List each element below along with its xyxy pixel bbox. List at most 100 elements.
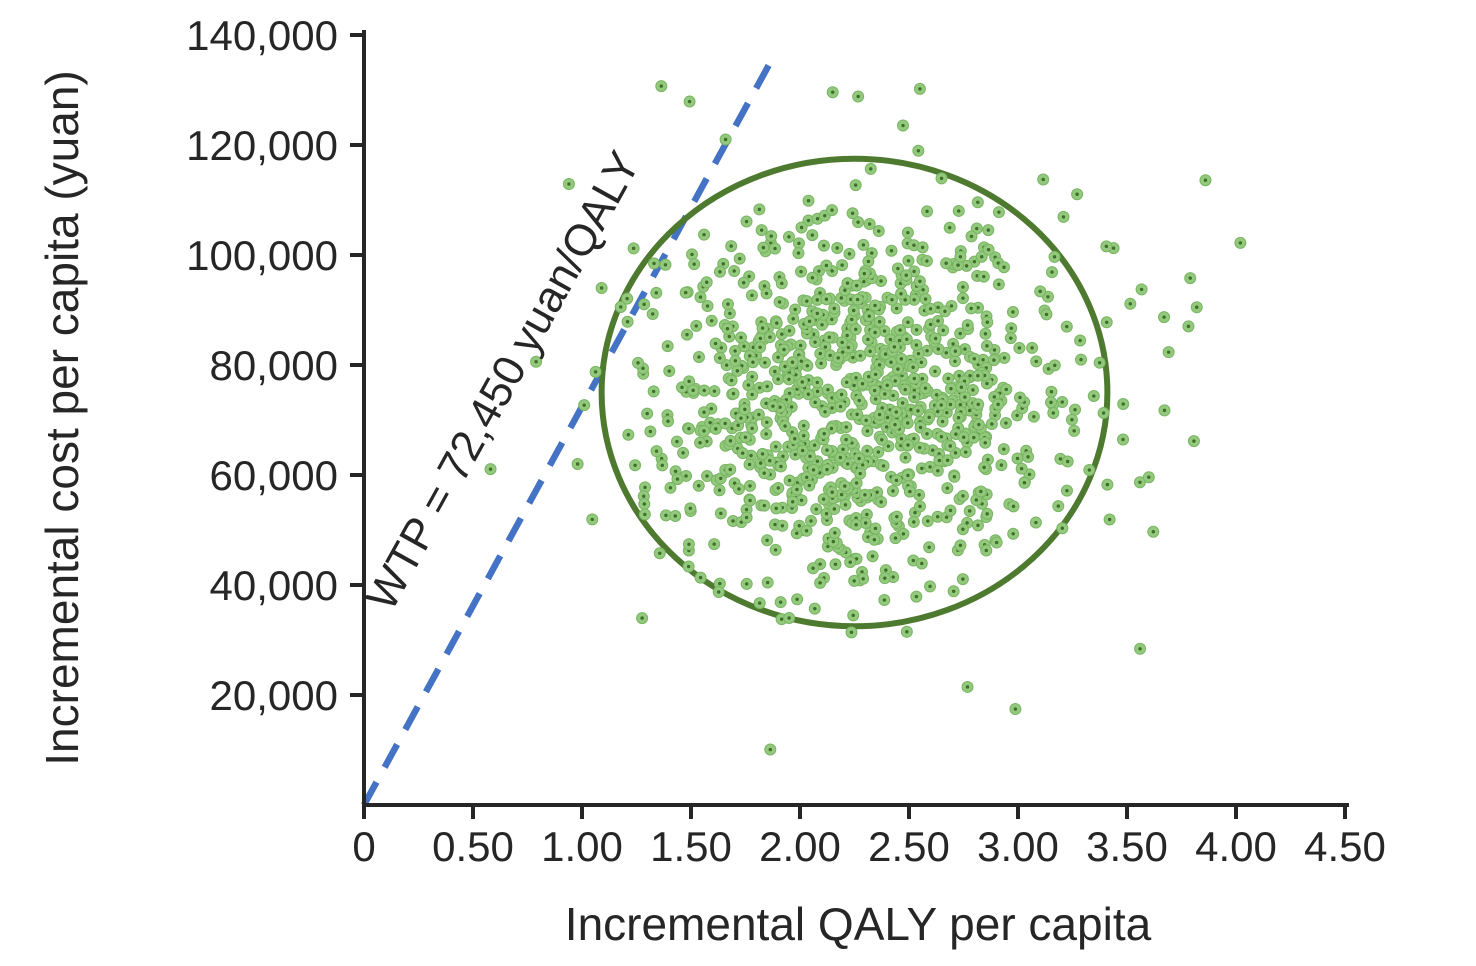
scatter-point-core bbox=[886, 444, 891, 448]
scatter-point-core bbox=[935, 515, 940, 519]
x-tick-label: 0 bbox=[352, 823, 375, 870]
scatter-point-core bbox=[764, 432, 768, 436]
scatter-point-core bbox=[839, 392, 844, 397]
scatter-point-core bbox=[758, 345, 762, 349]
scatter-point-core bbox=[830, 317, 834, 322]
scatter-point-core bbox=[918, 87, 922, 91]
scatter-point-core bbox=[773, 246, 777, 251]
scatter-point-core bbox=[783, 424, 787, 428]
scatter-point-core bbox=[953, 349, 958, 353]
scatter-point-core bbox=[949, 386, 953, 391]
scatter-point-core bbox=[961, 296, 965, 300]
scatter-point-core bbox=[951, 589, 956, 594]
scatter-point-core bbox=[862, 279, 866, 284]
scatter-point-core bbox=[953, 451, 958, 455]
scatter-point-core bbox=[688, 506, 692, 511]
scatter-point-core bbox=[972, 259, 977, 264]
scatter-point-core bbox=[599, 286, 604, 290]
scatter-point-core bbox=[665, 344, 670, 348]
scatter-point-core bbox=[807, 319, 812, 324]
scatter-point-core bbox=[854, 481, 859, 485]
scatter-point-core bbox=[867, 374, 871, 379]
scatter-point-core bbox=[728, 439, 733, 443]
scatter-point-core bbox=[866, 337, 870, 342]
scatter-point-core bbox=[952, 475, 957, 479]
scatter-point-core bbox=[879, 279, 883, 283]
scatter-point-core bbox=[891, 575, 895, 579]
scatter-point-core bbox=[917, 493, 921, 497]
scatter-point-core bbox=[714, 427, 718, 431]
scatter-point-core bbox=[776, 355, 780, 360]
scatter-point-core bbox=[873, 330, 877, 335]
scatter-point-core bbox=[877, 320, 882, 324]
scatter-point-core bbox=[654, 449, 659, 453]
scatter-point-core bbox=[958, 255, 963, 259]
scatter-point-core bbox=[850, 317, 854, 322]
scatter-point-core bbox=[852, 308, 856, 313]
scatter-point-core bbox=[692, 262, 696, 266]
scatter-point-core bbox=[758, 336, 763, 341]
scatter-point-core bbox=[702, 388, 706, 393]
scatter-point-core bbox=[844, 425, 848, 429]
scatter-point-core bbox=[1162, 408, 1167, 413]
scatter-point-core bbox=[939, 403, 943, 407]
scatter-point-core bbox=[709, 406, 714, 411]
scatter-point-core bbox=[1203, 178, 1208, 182]
scatter-point-core bbox=[881, 464, 886, 468]
scatter-point-core bbox=[748, 498, 752, 503]
scatter-point-core bbox=[877, 412, 882, 417]
scatter-point-core bbox=[928, 465, 932, 469]
scatter-point-core bbox=[845, 462, 850, 466]
scatter-point-core bbox=[909, 407, 913, 412]
scatter-point-core bbox=[982, 274, 986, 279]
scatter-point-core bbox=[873, 397, 878, 401]
scatter-point-core bbox=[761, 245, 766, 250]
scatter-point-core bbox=[1009, 336, 1013, 340]
scatter-point-core bbox=[840, 350, 845, 354]
scatter-point-core bbox=[999, 463, 1004, 467]
scatter-point-core bbox=[916, 409, 920, 413]
scatter-point-core bbox=[1195, 305, 1199, 309]
scatter-point-core bbox=[948, 226, 952, 230]
scatter-point-core bbox=[776, 486, 780, 490]
scatter-point-core bbox=[742, 281, 746, 285]
scatter-point-core bbox=[830, 490, 834, 494]
scatter-point-core bbox=[879, 500, 883, 504]
scatter-point-core bbox=[903, 387, 907, 392]
scatter-point-core bbox=[855, 297, 860, 302]
scatter-point-core bbox=[936, 319, 940, 323]
scatter-point-core bbox=[920, 377, 925, 381]
scatter-point-core bbox=[896, 266, 900, 271]
scatter-point-core bbox=[1002, 447, 1006, 451]
scatter-point-core bbox=[851, 355, 855, 360]
scatter-point-core bbox=[851, 613, 855, 618]
scatter-point-core bbox=[631, 246, 636, 251]
scatter-point-core bbox=[943, 309, 947, 314]
scatter-point-core bbox=[890, 297, 894, 302]
scatter-point-core bbox=[781, 454, 785, 459]
scatter-point-core bbox=[894, 306, 899, 311]
scatter-point-core bbox=[768, 747, 772, 752]
scatter-point-core bbox=[827, 335, 832, 339]
scatter-point-core bbox=[948, 508, 953, 513]
scatter-point-core bbox=[888, 337, 893, 342]
axes bbox=[350, 30, 1349, 819]
scatter-point-core bbox=[743, 407, 747, 412]
scatter-point-core bbox=[977, 422, 981, 427]
scatter-point-core bbox=[918, 445, 922, 450]
scatter-point-core bbox=[945, 458, 950, 462]
scatter-point-core bbox=[923, 297, 928, 301]
scatter-point-core bbox=[778, 405, 782, 409]
scatter-point-core bbox=[984, 548, 988, 553]
x-tick-label: 4.50 bbox=[1304, 823, 1386, 870]
scatter-point-core bbox=[712, 542, 716, 546]
scatter-point-core bbox=[723, 421, 727, 426]
scatter-point-core bbox=[813, 400, 817, 405]
scatter-point-core bbox=[1107, 517, 1112, 522]
scatter-point-core bbox=[1053, 363, 1057, 368]
scatter-point-core bbox=[675, 439, 679, 444]
scatter-point-core bbox=[1041, 177, 1045, 182]
scatter-point-core bbox=[880, 438, 884, 442]
scatter-point-core bbox=[760, 452, 765, 456]
scatter-point-core bbox=[896, 367, 900, 371]
